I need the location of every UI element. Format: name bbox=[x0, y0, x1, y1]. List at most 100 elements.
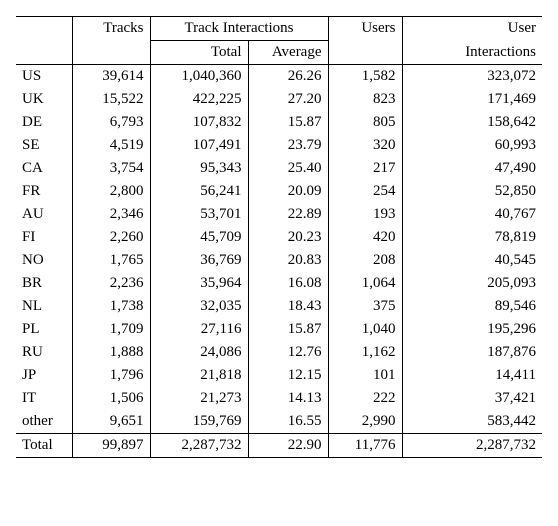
row-tracks: 2,800 bbox=[72, 180, 150, 203]
row-ti-avg: 16.55 bbox=[248, 410, 328, 434]
row-tracks: 2,346 bbox=[72, 203, 150, 226]
row-tracks: 3,754 bbox=[72, 157, 150, 180]
row-users: 193 bbox=[328, 203, 402, 226]
row-users: 823 bbox=[328, 88, 402, 111]
row-ti-avg: 12.15 bbox=[248, 364, 328, 387]
row-label: BR bbox=[16, 272, 72, 295]
table-row: NO1,76536,76920.8320840,545 bbox=[16, 249, 542, 272]
row-ti-total: 27,116 bbox=[150, 318, 248, 341]
table-row: NL1,73832,03518.4337589,546 bbox=[16, 295, 542, 318]
row-tracks: 6,793 bbox=[72, 111, 150, 134]
row-ui: 205,093 bbox=[402, 272, 542, 295]
row-ti-avg: 23.79 bbox=[248, 134, 328, 157]
row-users: 1,162 bbox=[328, 341, 402, 364]
row-ti-total: 107,832 bbox=[150, 111, 248, 134]
row-users: 1,040 bbox=[328, 318, 402, 341]
row-ti-avg: 20.09 bbox=[248, 180, 328, 203]
row-label: FI bbox=[16, 226, 72, 249]
row-ti-avg: 26.26 bbox=[248, 65, 328, 89]
row-ti-total: 95,343 bbox=[150, 157, 248, 180]
row-users: 217 bbox=[328, 157, 402, 180]
row-label: RU bbox=[16, 341, 72, 364]
row-ui: 14,411 bbox=[402, 364, 542, 387]
row-ui: 37,421 bbox=[402, 387, 542, 410]
row-ui: 78,819 bbox=[402, 226, 542, 249]
row-ui: 583,442 bbox=[402, 410, 542, 434]
table-row: PL1,70927,11615.871,040195,296 bbox=[16, 318, 542, 341]
row-label: other bbox=[16, 410, 72, 434]
row-ti-total: 36,769 bbox=[150, 249, 248, 272]
row-users: 222 bbox=[328, 387, 402, 410]
row-ti-total: 1,040,360 bbox=[150, 65, 248, 89]
row-tracks: 39,614 bbox=[72, 65, 150, 89]
table-row: IT1,50621,27314.1322237,421 bbox=[16, 387, 542, 410]
row-ui: 60,993 bbox=[402, 134, 542, 157]
row-label: DE bbox=[16, 111, 72, 134]
row-ti-total: 35,964 bbox=[150, 272, 248, 295]
row-users: 1,064 bbox=[328, 272, 402, 295]
total-label: Total bbox=[16, 434, 72, 458]
row-tracks: 1,506 bbox=[72, 387, 150, 410]
row-label: IT bbox=[16, 387, 72, 410]
table-body: US39,6141,040,36026.261,582323,072UK15,5… bbox=[16, 65, 542, 434]
total-tracks: 99,897 bbox=[72, 434, 150, 458]
row-label: CA bbox=[16, 157, 72, 180]
row-label: PL bbox=[16, 318, 72, 341]
row-ti-avg: 16.08 bbox=[248, 272, 328, 295]
table-row: UK15,522422,22527.20823171,469 bbox=[16, 88, 542, 111]
row-ti-total: 56,241 bbox=[150, 180, 248, 203]
row-users: 375 bbox=[328, 295, 402, 318]
table-footer: Total 99,897 2,287,732 22.90 11,776 2,28… bbox=[16, 434, 542, 458]
row-label: AU bbox=[16, 203, 72, 226]
row-users: 805 bbox=[328, 111, 402, 134]
col-header-ti-avg: Average bbox=[248, 41, 328, 65]
row-ti-avg: 20.23 bbox=[248, 226, 328, 249]
row-tracks: 15,522 bbox=[72, 88, 150, 111]
row-users: 254 bbox=[328, 180, 402, 203]
row-tracks: 1,888 bbox=[72, 341, 150, 364]
table-row: DE6,793107,83215.87805158,642 bbox=[16, 111, 542, 134]
row-ui: 323,072 bbox=[402, 65, 542, 89]
table-row: JP1,79621,81812.1510114,411 bbox=[16, 364, 542, 387]
row-label: FR bbox=[16, 180, 72, 203]
table-row: US39,6141,040,36026.261,582323,072 bbox=[16, 65, 542, 89]
row-label: NL bbox=[16, 295, 72, 318]
data-table: Tracks Track Interactions Users User Tot… bbox=[16, 16, 542, 458]
col-header-tracks: Tracks bbox=[72, 17, 150, 65]
col-header-user-line2: Interactions bbox=[402, 41, 542, 65]
row-ui: 47,490 bbox=[402, 157, 542, 180]
row-ti-avg: 22.89 bbox=[248, 203, 328, 226]
row-ui: 195,296 bbox=[402, 318, 542, 341]
row-users: 420 bbox=[328, 226, 402, 249]
total-ui: 2,287,732 bbox=[402, 434, 542, 458]
row-ti-total: 422,225 bbox=[150, 88, 248, 111]
row-label: US bbox=[16, 65, 72, 89]
table-row: FR2,80056,24120.0925452,850 bbox=[16, 180, 542, 203]
row-ti-avg: 20.83 bbox=[248, 249, 328, 272]
row-ti-total: 32,035 bbox=[150, 295, 248, 318]
col-header-user-line1: User bbox=[402, 17, 542, 41]
row-users: 208 bbox=[328, 249, 402, 272]
row-ti-avg: 15.87 bbox=[248, 111, 328, 134]
row-ui: 158,642 bbox=[402, 111, 542, 134]
row-ti-avg: 14.13 bbox=[248, 387, 328, 410]
row-ti-avg: 27.20 bbox=[248, 88, 328, 111]
row-tracks: 4,519 bbox=[72, 134, 150, 157]
row-tracks: 1,709 bbox=[72, 318, 150, 341]
row-ti-avg: 12.76 bbox=[248, 341, 328, 364]
row-tracks: 1,738 bbox=[72, 295, 150, 318]
total-ti-avg: 22.90 bbox=[248, 434, 328, 458]
col-header-users: Users bbox=[328, 17, 402, 65]
row-ti-avg: 25.40 bbox=[248, 157, 328, 180]
row-ti-total: 53,701 bbox=[150, 203, 248, 226]
row-label: NO bbox=[16, 249, 72, 272]
row-ui: 89,546 bbox=[402, 295, 542, 318]
row-ui: 171,469 bbox=[402, 88, 542, 111]
row-label: UK bbox=[16, 88, 72, 111]
table-row: SE4,519107,49123.7932060,993 bbox=[16, 134, 542, 157]
table-row: CA3,75495,34325.4021747,490 bbox=[16, 157, 542, 180]
table-row: RU1,88824,08612.761,162187,876 bbox=[16, 341, 542, 364]
row-tracks: 9,651 bbox=[72, 410, 150, 434]
row-ui: 40,545 bbox=[402, 249, 542, 272]
total-ti-total: 2,287,732 bbox=[150, 434, 248, 458]
